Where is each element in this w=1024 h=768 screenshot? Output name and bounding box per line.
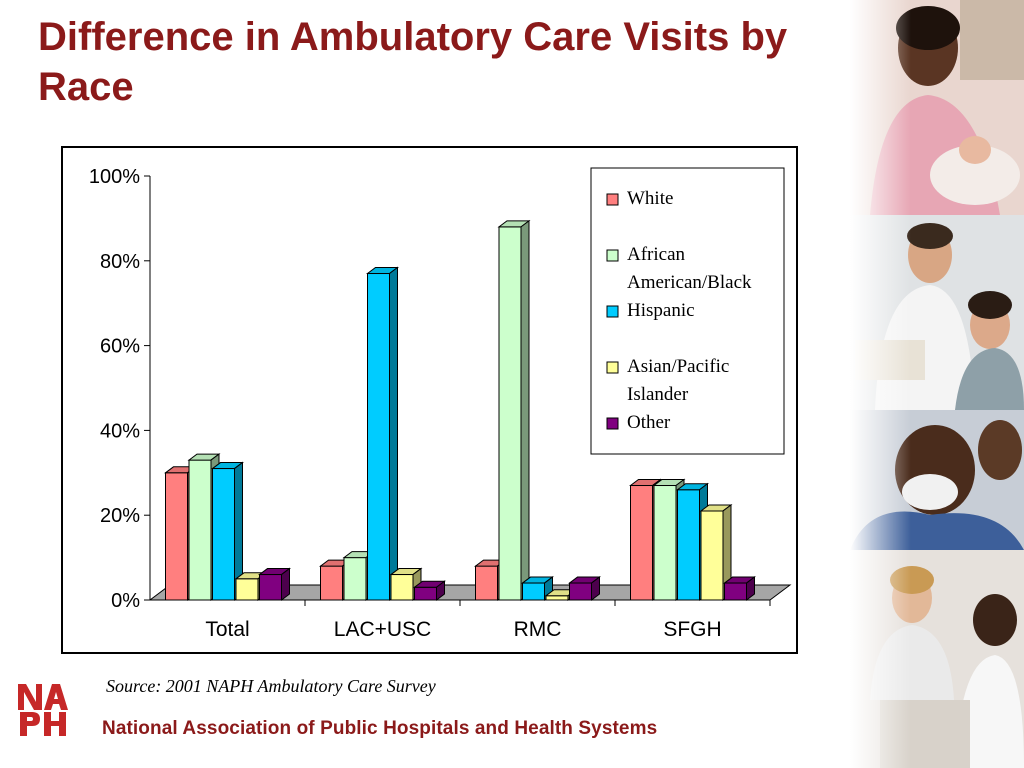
legend-entry: Other [606,412,671,433]
bar-side [389,266,398,601]
slide-title: Difference in Ambulatory Care Visits by … [38,15,788,109]
photo-collage [850,0,1024,768]
naph-logo [18,684,68,736]
legend-entry: White [606,188,673,209]
legend-swatch [606,249,619,262]
bar-front [724,582,747,601]
bar-front [545,595,569,601]
bar-side [591,576,600,601]
legend-label: Hispanic [627,300,695,321]
y-tick-label: 80% [100,251,140,273]
bar-front [522,582,545,601]
bar-rmc-5 [568,576,601,601]
legend-entry: Asian/Pacific Islander [606,356,729,405]
bar-front [653,485,677,601]
bar-front [414,586,437,601]
legend-swatch [606,193,619,206]
legend-swatch [606,305,619,318]
x-tick-label: RMC [514,618,562,641]
bar-sfgh-5 [723,576,756,601]
organization-name: National Association of Public Hospitals… [102,718,658,739]
bar-front [630,485,653,601]
chart-bars [164,219,756,601]
bar-front [235,578,259,601]
y-tick-label: 0% [111,590,140,612]
legend-entry: African American/Black [606,244,752,293]
bar-front [320,565,343,601]
bar-front [188,459,212,601]
bar-lac-usc-5 [413,580,446,601]
bar-front [475,565,498,601]
y-tick-label: 40% [100,420,140,442]
bar-side [520,219,530,601]
bar-side [281,567,290,601]
bar-front [165,472,188,601]
bar-total-3 [211,461,244,601]
bar-front [390,574,414,601]
chart-legend: White African American/Black Hispanic Asian/… [590,167,785,455]
chart-axes: 0% 20% 40% 60% 80% 100% Total LAC+USC RMC SFGH [89,166,771,641]
legend-swatch [606,417,619,430]
legend-swatch [606,361,619,374]
bar-total-5 [258,567,291,601]
bar-front [343,557,367,601]
bar-sfgh-4 [699,503,733,601]
legend-label: Other [627,412,671,433]
source-note: Source: 2001 NAPH Ambulatory Care Survey [106,676,436,696]
y-tick-label: 100% [89,166,140,188]
legend-box [590,167,785,455]
legend-entry: Hispanic [606,300,695,321]
legend-label: White [627,188,673,209]
y-tick-label: 60% [100,336,140,358]
chart-frame: 0% 20% 40% 60% 80% 100% Total LAC+USC RMC SFGH Wh… [61,146,798,654]
bar-front [569,582,592,601]
bar-lac-usc-4 [389,567,423,601]
bar-front [367,273,390,601]
bar-chart: 0% 20% 40% 60% 80% 100% Total LAC+USC RMC SFGH Wh… [89,166,792,641]
bar-front [677,489,700,601]
bar-lac-usc-3 [366,266,399,601]
bar-front [212,468,235,601]
y-tick-label: 20% [100,505,140,527]
bar-side [746,576,755,601]
bar-front [498,226,522,601]
x-tick-label: Total [205,618,249,641]
x-tick-label: SFGH [663,618,721,641]
x-tick-label: LAC+USC [334,618,431,641]
legend-label: Asian/Pacific Islander [627,356,729,405]
bar-front [259,574,282,601]
bar-front [700,510,724,601]
legend-label: African American/Black [627,244,752,293]
bar-side [436,580,445,601]
bar-rmc-2 [497,219,531,601]
